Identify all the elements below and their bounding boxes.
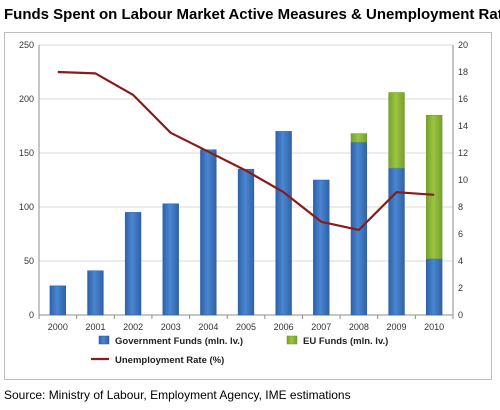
legend-label-unemployment: Unemployment Rate (%) [115, 355, 224, 366]
y-right-tick-label: 10 [458, 175, 468, 185]
chart-frame: 0 50 100 150 200 250 0 2 4 6 8 10 12 14 16 18 20 2000 2001… [4, 32, 492, 380]
eu-funds-bar [350, 133, 368, 143]
y-right-tick-label: 8 [458, 202, 463, 212]
y-right-tick-label: 0 [458, 310, 463, 320]
x-tick-label: 2008 [349, 322, 369, 332]
y-right-tick-label: 18 [458, 67, 468, 77]
government-funds-bar [275, 131, 292, 316]
combo-chart: 0 50 100 150 200 250 0 2 4 6 8 10 12 14 16 18 20 2000 2001… [19, 40, 468, 366]
y-left-tick-label: 50 [24, 256, 34, 266]
eu-funds-bar [426, 114, 443, 260]
legend-label-government: Government Funds (mln. lv.) [115, 336, 243, 347]
y-right-tick-label: 20 [458, 40, 468, 50]
y-left-tick-label: 250 [19, 40, 34, 50]
government-funds-bar [162, 203, 179, 316]
government-funds-bar [200, 149, 217, 316]
legend-swatch-eu [286, 335, 298, 345]
chart-title: Funds Spent on Labour Market Active Meas… [4, 6, 500, 23]
y-right-tick-label: 16 [458, 94, 468, 104]
legend-label-eu: EU Funds (mln. lv.) [303, 336, 388, 347]
x-tick-label: 2004 [198, 322, 218, 332]
x-tick-label: 2002 [123, 322, 143, 332]
x-tick-label: 2010 [424, 322, 444, 332]
x-tick-label: 2003 [161, 322, 181, 332]
government-funds-bar [313, 179, 330, 316]
x-tick-label: 2001 [85, 322, 105, 332]
y-left-tick-label: 0 [29, 310, 34, 320]
eu-funds-bar [388, 92, 405, 169]
source-note: Source: Ministry of Labour, Employment A… [4, 388, 351, 402]
y-left-tick-label: 200 [19, 94, 34, 104]
government-funds-bar [124, 212, 142, 316]
y-right-tick-label: 6 [458, 229, 463, 239]
x-tick-label: 2005 [236, 322, 256, 332]
government-funds-bar [49, 285, 66, 316]
y-right-tick-label: 12 [458, 148, 468, 158]
y-right-tick-label: 4 [458, 256, 463, 266]
y-left-tick-label: 100 [19, 202, 34, 212]
government-funds-bar [388, 167, 405, 316]
unemployment-rate-line [57, 70, 435, 231]
government-funds-bar [87, 270, 104, 316]
x-tick-label: 2006 [274, 322, 294, 332]
y-right-tick-label: 14 [458, 121, 468, 131]
government-funds-bar [237, 168, 255, 316]
x-tick-label: 2009 [387, 322, 407, 332]
y-right-tick-label: 2 [458, 283, 463, 293]
government-funds-bar [426, 258, 443, 316]
y-left-tick-label: 150 [19, 148, 34, 158]
x-tick-label: 2000 [48, 322, 68, 332]
x-tick-label: 2007 [311, 322, 331, 332]
legend-swatch-government [98, 335, 110, 345]
